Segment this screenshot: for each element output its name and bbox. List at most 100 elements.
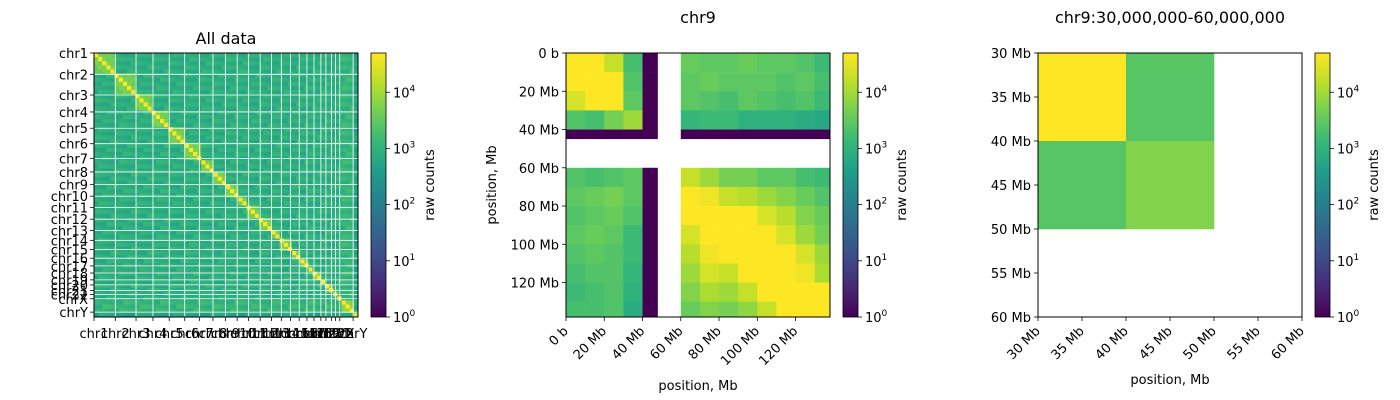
- heatmap-cell: [98, 135, 103, 140]
- heatmap-cell: [275, 209, 280, 215]
- heatmap-cell: [341, 267, 346, 272]
- heatmap-cell: [131, 110, 136, 116]
- heatmap-cell: [172, 131, 177, 136]
- heatmap-cell: [275, 300, 280, 305]
- heatmap-cell: [221, 226, 227, 231]
- heatmap-cell: [234, 180, 239, 186]
- heatmap-cell: [259, 300, 264, 305]
- heatmap-cell: [263, 180, 268, 186]
- heatmap-cell: [263, 176, 268, 182]
- heatmap-cell: [98, 259, 103, 264]
- heatmap-cell: [312, 106, 318, 112]
- heatmap-cell: [102, 193, 107, 198]
- heatmap-cell: [201, 73, 206, 79]
- heatmap-cell: [139, 164, 144, 169]
- heatmap-cell: [226, 94, 231, 99]
- heatmap-cell: [164, 90, 169, 95]
- heatmap-cell: [122, 185, 128, 190]
- heatmap-cell: [316, 90, 322, 95]
- heatmap-cell: [151, 61, 157, 66]
- heatmap-cell: [242, 131, 247, 136]
- heatmap-cell: [353, 185, 359, 190]
- heatmap-cell: [312, 127, 318, 132]
- heatmap-cell: [147, 185, 153, 190]
- heatmap-cell: [193, 65, 198, 70]
- heatmap-cell: [143, 90, 148, 95]
- heatmap-cell: [259, 284, 264, 289]
- heatmap-cell: [205, 86, 210, 91]
- heatmap-cell: [151, 123, 157, 128]
- heatmap-cell: [160, 164, 165, 169]
- heatmap-cell: [1038, 53, 1127, 142]
- heatmap-cell: [155, 255, 161, 260]
- heatmap-cell: [230, 226, 235, 231]
- heatmap-cell: [122, 127, 128, 132]
- heatmap-cell: [267, 164, 272, 169]
- heatmap-cell: [151, 57, 157, 62]
- heatmap-cell: [234, 143, 239, 149]
- heatmap-cell: [127, 185, 132, 190]
- heatmap-cell: [176, 135, 181, 140]
- heatmap-cell: [230, 168, 235, 173]
- heatmap-cell: [193, 279, 198, 285]
- heatmap-cell: [102, 234, 107, 239]
- heatmap-cell: [279, 267, 285, 272]
- heatmap-cell: [345, 123, 351, 128]
- heatmap-cell: [188, 176, 194, 182]
- heatmap-cell: [110, 226, 115, 231]
- heatmap-cell: [102, 143, 107, 149]
- heatmap-cell: [263, 213, 268, 219]
- heatmap-cell: [279, 106, 285, 112]
- heatmap-cell: [312, 98, 318, 103]
- x-tick-label: chr14: [263, 327, 300, 342]
- heatmap-cell: [221, 176, 227, 182]
- heatmap-cell: [271, 90, 276, 95]
- heatmap-cell: [139, 152, 144, 157]
- heatmap-cell: [259, 61, 264, 66]
- heatmap-cell: [312, 172, 318, 178]
- heatmap-cell: [259, 242, 264, 248]
- heatmap-cell: [213, 271, 219, 277]
- heatmap-cell: [168, 185, 173, 190]
- heatmap-cell: [325, 180, 330, 186]
- heatmap-cell: [250, 57, 256, 62]
- heatmap-cell: [98, 164, 103, 169]
- heatmap-cell: [296, 300, 301, 305]
- heatmap-cell: [267, 57, 272, 62]
- heatmap-cell: [267, 234, 272, 239]
- heatmap-cell: [267, 176, 272, 182]
- heatmap-cell: [300, 53, 305, 58]
- heatmap-cell: [349, 90, 355, 95]
- heatmap-cell: [230, 53, 235, 58]
- heatmap-cell: [259, 65, 264, 70]
- heatmap-cell: [193, 147, 198, 153]
- heatmap-cell: [345, 102, 351, 107]
- heatmap-cell: [151, 275, 157, 281]
- heatmap-cell: [325, 61, 330, 66]
- heatmap-cell: [217, 110, 223, 116]
- heatmap-cell: [345, 242, 351, 248]
- heatmap-cell: [259, 77, 264, 83]
- heatmap-cell: [180, 185, 186, 190]
- heatmap-cell: [585, 72, 605, 92]
- heatmap-cell: [168, 209, 173, 215]
- heatmap-cell: [98, 102, 103, 107]
- heatmap-cell: [271, 123, 276, 128]
- heatmap-cell: [155, 218, 161, 223]
- heatmap-cell: [263, 308, 268, 314]
- x-tick-label: 60 Mb: [1269, 324, 1308, 363]
- heatmap-cell: [226, 90, 231, 95]
- heatmap-cell: [172, 275, 177, 281]
- heatmap-cell: [118, 152, 124, 157]
- heatmap-cell: [118, 86, 124, 91]
- heatmap-cell: [122, 234, 128, 239]
- heatmap-cell: [114, 238, 120, 244]
- heatmap-cell: [275, 143, 280, 149]
- heatmap-cell: [127, 255, 132, 260]
- heatmap-cell: [213, 230, 219, 235]
- heatmap-cell: [234, 213, 239, 219]
- heatmap-cell: [114, 53, 120, 58]
- heatmap-cell: [127, 123, 132, 128]
- heatmap-cell: [226, 193, 231, 198]
- heatmap-cell: [193, 77, 198, 83]
